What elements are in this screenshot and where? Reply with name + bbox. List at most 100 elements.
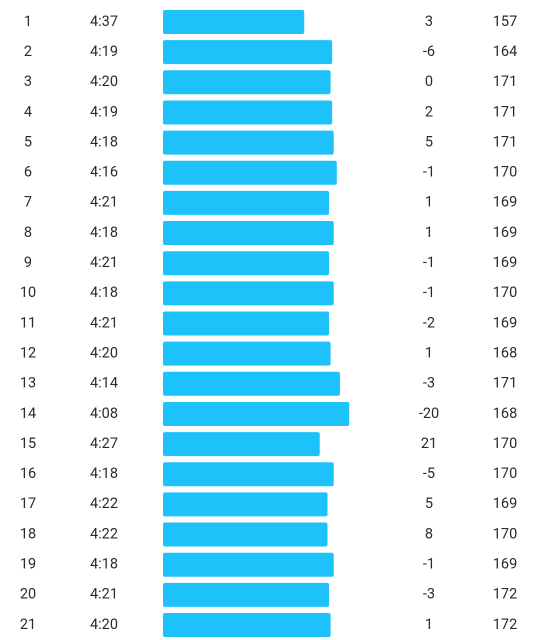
pace-bar — [163, 190, 330, 215]
split-pace: 4:18 — [90, 284, 118, 301]
split-pace: 4:18 — [90, 224, 118, 241]
split-heart-rate: 170 — [493, 284, 517, 301]
split-pace: 4:14 — [90, 375, 118, 392]
split-elevation: 1 — [425, 344, 433, 361]
split-elevation: -1 — [423, 164, 435, 181]
split-pace: 4:20 — [90, 616, 118, 633]
pace-bar — [163, 582, 330, 607]
split-km: 19 — [20, 556, 36, 573]
split-heart-rate: 169 — [493, 224, 517, 241]
split-heart-rate: 171 — [493, 375, 517, 392]
split-km: 21 — [20, 616, 36, 633]
split-elevation: -1 — [423, 556, 435, 573]
pace-bar — [163, 160, 337, 185]
split-heart-rate: 171 — [493, 103, 517, 120]
split-pace: 4:19 — [90, 43, 118, 60]
split-elevation: 5 — [425, 133, 433, 150]
split-heart-rate: 170 — [493, 164, 517, 181]
pace-bar — [163, 552, 334, 577]
split-elevation: -6 — [423, 43, 435, 60]
split-heart-rate: 170 — [493, 435, 517, 452]
pace-bar — [163, 492, 328, 517]
split-heart-rate: 169 — [493, 254, 517, 271]
split-heart-rate: 157 — [493, 13, 517, 30]
pace-bar — [163, 221, 334, 246]
split-pace: 4:21 — [90, 586, 118, 603]
split-elevation: 3 — [425, 13, 433, 30]
split-heart-rate: 169 — [493, 194, 517, 211]
split-heart-rate: 170 — [493, 525, 517, 542]
split-heart-rate: 169 — [493, 314, 517, 331]
split-pace: 4:27 — [90, 435, 118, 452]
split-elevation: -5 — [423, 465, 435, 482]
pace-bar — [163, 311, 330, 336]
split-pace: 4:20 — [90, 73, 118, 90]
split-elevation: 8 — [425, 525, 433, 542]
split-pace: 4:21 — [90, 254, 118, 271]
split-km: 7 — [24, 194, 32, 211]
split-pace: 4:18 — [90, 465, 118, 482]
split-heart-rate: 172 — [493, 586, 517, 603]
split-elevation: -3 — [423, 586, 435, 603]
pace-bar — [163, 10, 305, 34]
split-pace: 4:20 — [90, 344, 118, 361]
pace-bar — [163, 100, 333, 125]
split-km: 20 — [20, 586, 36, 603]
split-pace: 4:19 — [90, 103, 118, 120]
split-elevation: 1 — [425, 224, 433, 241]
split-km: 11 — [20, 314, 36, 331]
split-km: 3 — [24, 73, 32, 90]
split-heart-rate: 169 — [493, 556, 517, 573]
split-km: 10 — [20, 284, 36, 301]
split-km: 5 — [24, 133, 32, 150]
split-heart-rate: 164 — [493, 43, 517, 60]
split-elevation: 1 — [425, 194, 433, 211]
split-km: 13 — [20, 375, 36, 392]
split-heart-rate: 170 — [493, 465, 517, 482]
split-km: 18 — [20, 525, 36, 542]
split-heart-rate: 168 — [493, 405, 517, 422]
split-elevation: -1 — [423, 284, 435, 301]
pace-bar — [163, 341, 331, 366]
split-elevation: 21 — [421, 435, 437, 452]
pace-bar — [163, 281, 334, 306]
split-km: 17 — [20, 495, 36, 512]
split-elevation: -3 — [423, 375, 435, 392]
split-heart-rate: 171 — [493, 133, 517, 150]
pace-bar — [163, 522, 328, 547]
pace-bar — [163, 40, 333, 65]
pace-bar — [163, 462, 334, 487]
pace-bar — [163, 371, 340, 396]
split-km: 4 — [24, 103, 32, 120]
split-km: 6 — [24, 164, 32, 181]
pace-bar — [163, 401, 350, 426]
split-pace: 4:18 — [90, 133, 118, 150]
split-km: 16 — [20, 465, 36, 482]
split-pace: 4:16 — [90, 164, 118, 181]
split-heart-rate: 169 — [493, 495, 517, 512]
split-km: 15 — [20, 435, 36, 452]
split-pace: 4:18 — [90, 556, 118, 573]
split-km: 12 — [20, 344, 36, 361]
split-pace: 4:08 — [90, 405, 118, 422]
pace-bar — [163, 432, 320, 457]
split-pace: 4:22 — [90, 525, 118, 542]
split-pace: 4:21 — [90, 194, 118, 211]
split-elevation: 2 — [425, 103, 433, 120]
split-heart-rate: 172 — [493, 616, 517, 633]
split-km: 2 — [24, 43, 32, 60]
pace-bar — [163, 613, 331, 637]
pace-bar — [163, 70, 331, 95]
split-km: 9 — [24, 254, 32, 271]
split-heart-rate: 168 — [493, 344, 517, 361]
split-km: 1 — [24, 13, 32, 30]
split-km: 14 — [20, 405, 36, 422]
pace-bar — [163, 251, 330, 276]
split-elevation: 0 — [425, 73, 433, 90]
split-km: 8 — [24, 224, 32, 241]
split-elevation: -2 — [423, 314, 435, 331]
split-pace: 4:21 — [90, 314, 118, 331]
split-elevation: -20 — [419, 405, 439, 422]
split-elevation: 1 — [425, 616, 433, 633]
